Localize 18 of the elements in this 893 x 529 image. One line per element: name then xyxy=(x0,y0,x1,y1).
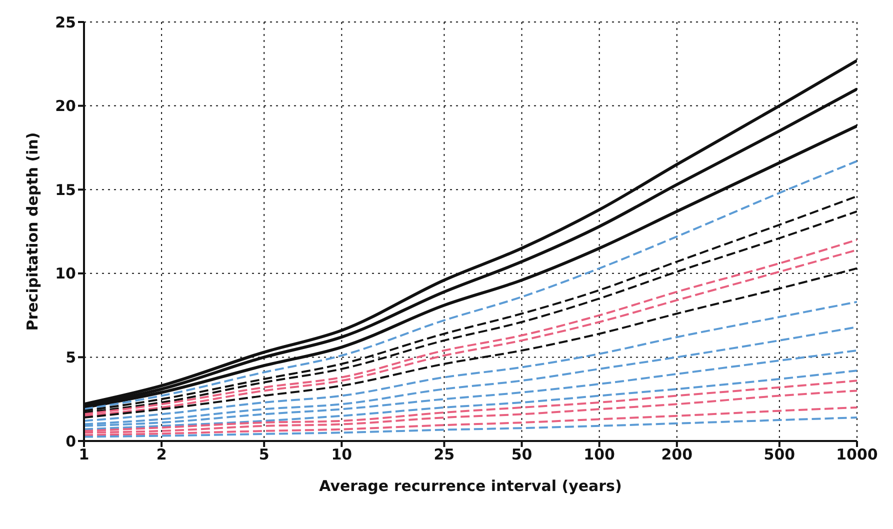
y-axis-title: Precipitation depth (in) xyxy=(23,132,42,331)
y-tick-label: 10 xyxy=(55,264,76,283)
x-tick-label: 50 xyxy=(511,446,532,464)
y-tick-label: 15 xyxy=(55,180,76,199)
x-tick-label: 1 xyxy=(78,446,90,464)
x-tick-label: 100 xyxy=(584,446,615,464)
x-tick-label: 5 xyxy=(258,446,270,464)
y-tick-label: 5 xyxy=(66,348,76,367)
x-tick-label: 25 xyxy=(434,446,455,464)
x-tick-label: 200 xyxy=(661,446,693,464)
y-tick-label: 0 xyxy=(66,432,76,450)
x-tick-label: 10 xyxy=(331,446,352,464)
y-tick-label: 25 xyxy=(55,13,76,32)
x-tick-label: 500 xyxy=(764,446,796,464)
x-tick-label: 2 xyxy=(156,446,167,464)
x-tick-label: 1000 xyxy=(836,446,878,464)
x-axis-title: Average recurrence interval (years) xyxy=(319,477,622,495)
y-tick-label: 20 xyxy=(55,97,76,116)
